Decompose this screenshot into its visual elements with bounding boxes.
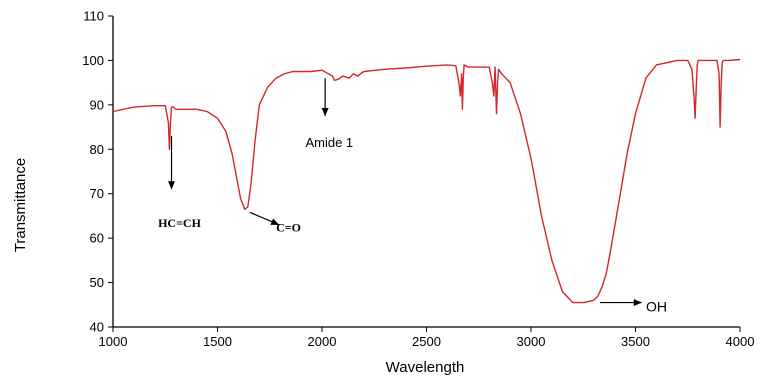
y-tick-label: 100 bbox=[82, 53, 104, 68]
annotation-label: OH bbox=[646, 298, 667, 314]
y-tick-label: 110 bbox=[83, 9, 104, 24]
x-axis-title: Wavelength bbox=[386, 359, 465, 376]
x-tick-label: 3500 bbox=[621, 334, 650, 349]
x-tick-label: 2000 bbox=[308, 334, 337, 349]
x-tick-label: 2500 bbox=[412, 334, 441, 349]
annotation-arrowhead bbox=[633, 299, 642, 307]
axes bbox=[112, 16, 740, 328]
series-layer bbox=[112, 58, 741, 304]
annotations-layer: HC=CH C=O Amide 1 OH bbox=[158, 78, 667, 314]
y-tick-label: 60 bbox=[90, 231, 104, 246]
x-tick-label: 4000 bbox=[726, 334, 755, 349]
ticks: 1000 1500 2000 2500 3000 3500 4000 40 50 60 70 80 90… bbox=[82, 9, 754, 350]
y-tick-label: 40 bbox=[90, 320, 104, 335]
y-tick-label: 90 bbox=[90, 97, 104, 112]
annotation-arrowhead bbox=[168, 181, 176, 190]
spectrum-line bbox=[112, 58, 741, 304]
x-tick-label: 1000 bbox=[99, 334, 128, 349]
annotation-label: HC=CH bbox=[158, 216, 202, 230]
x-tick-label: 1500 bbox=[203, 334, 232, 349]
y-tick-label: 50 bbox=[90, 275, 104, 290]
y-axis-title: Transmittance bbox=[12, 158, 29, 252]
annotation-label: Amide 1 bbox=[305, 135, 353, 150]
y-tick-label: 70 bbox=[90, 186, 104, 201]
annotation-arrowhead bbox=[270, 218, 280, 225]
y-tick-label: 80 bbox=[90, 142, 104, 157]
annotation-label: C=O bbox=[276, 220, 301, 234]
annotation-arrowhead bbox=[321, 107, 329, 116]
x-tick-label: 3000 bbox=[517, 334, 546, 349]
